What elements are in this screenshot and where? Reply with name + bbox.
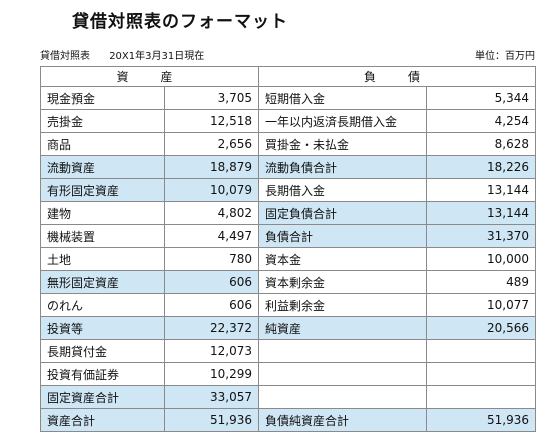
table-header-row: 資 産 負 債 <box>39 66 537 87</box>
asset-value: 12,518 <box>163 109 260 133</box>
asset-label: 機械装置 <box>40 224 165 248</box>
liability-label: 負債純資産合計 <box>258 408 428 432</box>
asset-value: 4,802 <box>163 201 260 225</box>
table-row: 現金預金 3,705 短期借入金 5,344 <box>40 86 537 110</box>
page-title: 貸借対照表のフォーマット <box>72 12 288 32</box>
liability-value: 489 <box>426 270 537 294</box>
table-row: 投資有価証券 10,299 <box>40 362 537 386</box>
asset-value: 51,936 <box>163 408 260 432</box>
liability-label: 流動負債合計 <box>258 155 428 179</box>
asset-label: 売掛金 <box>40 109 165 133</box>
liability-label: 長期借入金 <box>258 178 428 202</box>
liability-value: 18,226 <box>426 155 537 179</box>
asset-value: 22,372 <box>163 316 260 340</box>
liability-label: 固定負債合計 <box>258 201 428 225</box>
liability-value: 4,254 <box>426 109 537 133</box>
liability-label: 純資産 <box>258 316 428 340</box>
table-row: 流動資産 18,879 流動負債合計 18,226 <box>40 155 537 179</box>
asset-label: 資産合計 <box>40 408 165 432</box>
liability-value: 51,936 <box>426 408 537 432</box>
liability-label: 資本金 <box>258 247 428 271</box>
liability-label: 資本剰余金 <box>258 270 428 294</box>
asset-label: のれん <box>40 293 165 317</box>
liability-value: 8,628 <box>426 132 537 156</box>
liability-value: 20,566 <box>426 316 537 340</box>
asset-label: 投資有価証券 <box>40 362 165 386</box>
balance-sheet-table: 資 産 負 債 現金預金 3,705 短期借入金 5,344 売掛金 12,518 一年以内… <box>39 66 537 432</box>
asset-value: 4,497 <box>163 224 260 248</box>
liability-value <box>426 362 537 386</box>
doc-name: 貸借対照表 <box>40 50 90 62</box>
liability-label <box>258 385 428 409</box>
asset-label: 商品 <box>40 132 165 156</box>
liability-value: 13,144 <box>426 178 537 202</box>
table-row: 売掛金 12,518 一年以内返済長期借入金 4,254 <box>40 109 537 133</box>
liability-value <box>426 339 537 363</box>
table-row: 有形固定資産 10,079 長期借入金 13,144 <box>40 178 537 202</box>
liability-value: 5,344 <box>426 86 537 110</box>
asset-value: 10,299 <box>163 362 260 386</box>
liability-value: 13,144 <box>426 201 537 225</box>
liability-value <box>426 385 537 409</box>
table-row: 商品 2,656 買掛金・未払金 8,628 <box>40 132 537 156</box>
asset-label: 現金預金 <box>40 86 165 110</box>
asset-value: 780 <box>163 247 260 271</box>
asset-label: 投資等 <box>40 316 165 340</box>
liability-label: 負債合計 <box>258 224 428 248</box>
liability-label: 買掛金・未払金 <box>258 132 428 156</box>
asset-value: 606 <box>163 270 260 294</box>
table-row: 建物 4,802 固定負債合計 13,144 <box>40 201 537 225</box>
table-row: のれん 606 利益剰余金 10,077 <box>40 293 537 317</box>
liability-label: 短期借入金 <box>258 86 428 110</box>
asset-value: 12,073 <box>163 339 260 363</box>
document-meta: 貸借対照表 20X1年3月31日現在 単位：百万円 <box>40 46 535 62</box>
table-row: 機械装置 4,497 負債合計 31,370 <box>40 224 537 248</box>
asset-value: 33,057 <box>163 385 260 409</box>
assets-header: 資 産 <box>39 66 260 87</box>
asset-value: 18,879 <box>163 155 260 179</box>
meta-left: 貸借対照表 20X1年3月31日現在 <box>40 47 220 62</box>
asset-label: 土地 <box>40 247 165 271</box>
asset-label: 固定資産合計 <box>40 385 165 409</box>
asset-label: 建物 <box>40 201 165 225</box>
asset-value: 606 <box>163 293 260 317</box>
table-row: 長期貸付金 12,073 <box>40 339 537 363</box>
liability-value: 10,077 <box>426 293 537 317</box>
table-row: 無形固定資産 606 資本剰余金 489 <box>40 270 537 294</box>
asset-value: 10,079 <box>163 178 260 202</box>
liabilities-header: 負 債 <box>258 66 537 87</box>
table-row: 投資等 22,372 純資産 20,566 <box>40 316 537 340</box>
liability-label: 一年以内返済長期借入金 <box>258 109 428 133</box>
table-row: 土地 780 資本金 10,000 <box>40 247 537 271</box>
liability-label <box>258 339 428 363</box>
table-row: 資産合計 51,936 負債純資産合計 51,936 <box>40 408 537 432</box>
asset-label: 流動資産 <box>40 155 165 179</box>
asset-value: 2,656 <box>163 132 260 156</box>
unit-label: 単位：百万円 <box>475 50 535 62</box>
asset-value: 3,705 <box>163 86 260 110</box>
asset-label: 長期貸付金 <box>40 339 165 363</box>
asset-label: 有形固定資産 <box>40 178 165 202</box>
balance-sheet-body: 現金預金 3,705 短期借入金 5,344 売掛金 12,518 一年以内返済長期借入金 4… <box>40 86 537 432</box>
asset-label: 無形固定資産 <box>40 270 165 294</box>
liability-value: 31,370 <box>426 224 537 248</box>
liability-label: 利益剰余金 <box>258 293 428 317</box>
liability-label <box>258 362 428 386</box>
as-of-date: 20X1年3月31日現在 <box>109 50 205 62</box>
liability-value: 10,000 <box>426 247 537 271</box>
table-row: 固定資産合計 33,057 <box>40 385 537 409</box>
